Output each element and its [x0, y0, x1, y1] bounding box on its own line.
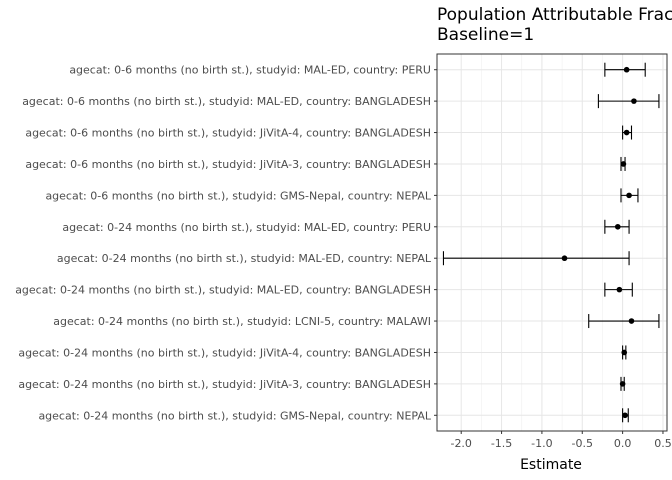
estimate-point — [623, 66, 630, 73]
x-axis-title: Estimate — [520, 457, 582, 473]
panel-border — [436, 53, 668, 432]
x-tick-label: 0.0 — [614, 437, 632, 450]
y-tick-label: agecat: 0-24 months (no birth st.), stud… — [53, 315, 431, 328]
chart-title: Population Attributable Fraction — [437, 5, 672, 25]
y-tick-label: agecat: 0-24 months (no birth st.), stud… — [38, 409, 431, 422]
y-tick-label: agecat: 0-24 months (no birth st.), stud… — [15, 284, 431, 297]
y-tick-label: agecat: 0-6 months (no birth st.), study… — [25, 158, 431, 171]
panel-background — [437, 54, 667, 431]
estimate-point — [622, 412, 628, 419]
y-tick-label: agecat: 0-6 months (no birth st.), study… — [45, 189, 431, 202]
x-tick-label: 0.5 — [654, 437, 672, 450]
estimate-point — [616, 286, 623, 293]
y-tick-label: agecat: 0-6 months (no birth st.), study… — [25, 127, 431, 140]
estimate-point — [620, 161, 627, 167]
y-tick-label: agecat: 0-24 months (no birth st.), stud… — [62, 221, 431, 234]
y-tick-label: agecat: 0-6 months (no birth st.), study… — [69, 64, 431, 77]
y-tick-label: agecat: 0-24 months (no birth st.), stud… — [18, 346, 431, 359]
estimate-point — [614, 223, 621, 230]
x-tick-label: -1.0 — [531, 437, 552, 450]
estimate-point — [621, 349, 628, 356]
estimate-point — [561, 255, 568, 262]
x-tick-label: -0.5 — [572, 437, 593, 450]
y-tick-label: agecat: 0-24 months (no birth st.), stud… — [57, 252, 432, 265]
x-tick-label: -1.5 — [491, 437, 512, 450]
estimate-point — [628, 318, 635, 324]
x-tick-label: -2.0 — [450, 437, 471, 450]
estimate-point — [631, 98, 637, 104]
estimate-point — [623, 129, 630, 136]
y-tick-label: agecat: 0-6 months (no birth st.), study… — [22, 95, 431, 108]
y-tick-label: agecat: 0-24 months (no birth st.), stud… — [18, 378, 431, 391]
estimate-point — [626, 192, 632, 199]
chart-subtitle: Baseline=1 — [437, 25, 534, 45]
plot-area: agecat: 0-6 months (no birth st.), study… — [15, 53, 672, 450]
estimate-point — [619, 381, 626, 387]
